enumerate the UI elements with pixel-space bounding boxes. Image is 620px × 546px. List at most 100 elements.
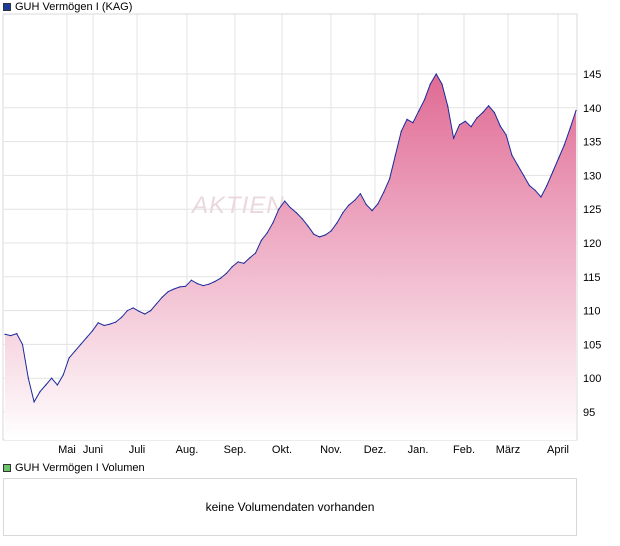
price-point — [534, 189, 536, 191]
x-tick-label: Mai — [58, 444, 76, 456]
price-point — [447, 105, 449, 107]
price-point — [132, 307, 134, 309]
price-point — [371, 210, 373, 212]
price-point — [552, 171, 554, 173]
y-tick-label: 125 — [583, 204, 601, 216]
x-axis-ticks: Mai Juni Juli Aug. Sep. Okt. Nov. Dez. Jan. Feb. M… — [58, 444, 569, 456]
price-point — [45, 384, 47, 386]
volume-panel: keine Volumendaten vorhanden — [3, 478, 577, 536]
volume-legend: GUH Vermögen I Volumen — [3, 462, 145, 474]
price-point — [400, 130, 402, 133]
y-tick-label: 145 — [583, 69, 601, 81]
price-chart: AKTIEN 95100105110115120125130135140145 … — [2, 13, 601, 456]
price-point — [453, 137, 455, 139]
price-point — [243, 262, 245, 264]
price-point — [523, 174, 525, 176]
price-point — [272, 222, 274, 224]
price-point — [330, 230, 332, 232]
price-point — [482, 111, 484, 114]
price-point — [458, 124, 461, 126]
price-point — [144, 313, 146, 315]
price-legend-swatch — [3, 3, 11, 11]
price-point — [120, 316, 123, 318]
price-point — [21, 343, 24, 345]
price-area — [5, 74, 576, 440]
price-point — [289, 207, 292, 209]
y-tick-label: 130 — [583, 170, 601, 182]
y-axis-ticks: 95 100 105 110 115 120 125 130 135 140 145 — [583, 69, 601, 419]
price-point — [202, 285, 204, 287]
price-point — [10, 335, 12, 337]
price-point — [214, 280, 216, 283]
price-point — [429, 83, 431, 85]
price-point — [196, 283, 198, 285]
price-point — [336, 222, 338, 224]
price-point — [138, 310, 140, 312]
volume-legend-label: GUH Vermögen I Volumen — [15, 462, 145, 474]
price-point — [342, 212, 344, 214]
price-point — [295, 212, 297, 214]
price-point — [126, 310, 128, 312]
price-point — [254, 252, 257, 254]
price-point — [324, 234, 327, 236]
price-point — [68, 357, 70, 359]
price-point — [39, 391, 41, 393]
y-tick-label: 105 — [583, 339, 601, 351]
price-point — [237, 261, 239, 263]
price-point — [266, 232, 268, 234]
price-point — [220, 277, 222, 279]
price-point — [260, 239, 262, 241]
price-point — [307, 225, 309, 227]
y-tick-label: 120 — [583, 238, 601, 250]
price-point — [569, 127, 571, 129]
price-point — [109, 323, 111, 325]
volume-empty-message: keine Volumendaten vorhanden — [205, 500, 375, 514]
price-legend: GUH Vermögen I (KAG) — [3, 1, 132, 13]
price-point — [499, 125, 501, 127]
price-point — [377, 203, 379, 205]
price-point — [412, 122, 414, 124]
price-point — [208, 283, 210, 285]
price-point — [557, 157, 560, 160]
price-point — [464, 120, 466, 122]
price-point — [284, 200, 286, 202]
price-point — [185, 285, 187, 287]
price-legend-label: GUH Vermögen I (KAG) — [15, 1, 133, 13]
price-point — [418, 110, 420, 112]
price-point — [423, 99, 426, 101]
price-point — [540, 196, 542, 198]
price-point — [27, 377, 29, 379]
price-point — [155, 303, 158, 305]
x-tick-label: Juni — [83, 444, 103, 456]
price-point — [301, 218, 303, 220]
price-point — [231, 266, 233, 268]
x-tick-label: April — [547, 444, 569, 456]
price-point — [441, 83, 443, 85]
y-tick-label: 110 — [583, 306, 601, 318]
price-point — [319, 236, 321, 238]
price-point — [173, 288, 175, 290]
price-point — [517, 164, 519, 166]
price-point — [575, 109, 577, 112]
price-point — [528, 184, 531, 187]
price-point — [97, 322, 99, 324]
price-point — [249, 257, 251, 259]
price-point — [348, 204, 350, 206]
price-point — [563, 144, 565, 146]
price-point — [435, 73, 437, 75]
price-points — [4, 73, 577, 403]
price-point — [406, 118, 408, 120]
price-point — [505, 134, 507, 136]
price-point — [493, 111, 495, 114]
price-point — [86, 337, 88, 339]
price-point — [80, 343, 82, 345]
price-point — [51, 377, 53, 379]
price-point — [354, 199, 356, 201]
x-tick-label: Sep. — [224, 444, 247, 456]
x-tick-label: Dez. — [364, 444, 387, 456]
price-point — [488, 105, 490, 107]
price-point — [179, 286, 181, 288]
y-tick-label: 135 — [583, 137, 601, 149]
volume-legend-swatch — [3, 464, 11, 472]
price-point — [313, 233, 315, 235]
